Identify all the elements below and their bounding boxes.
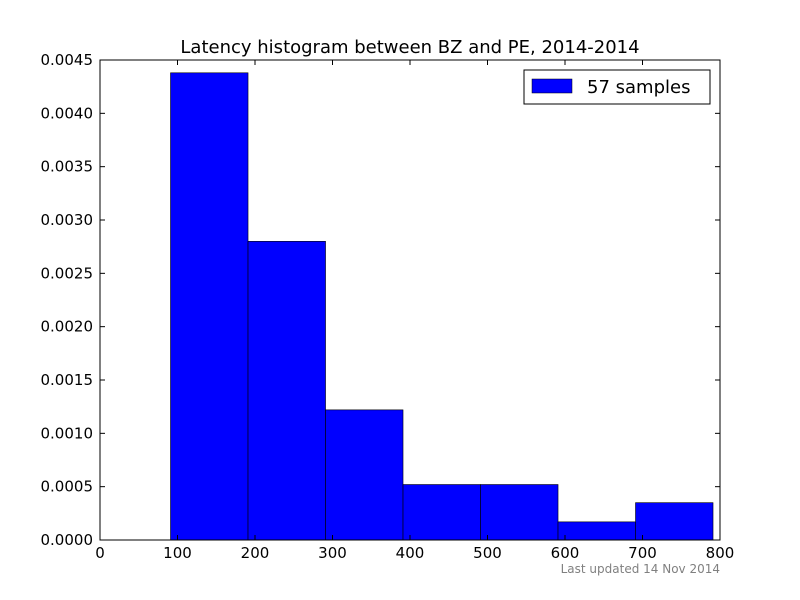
chart-title: Latency histogram between BZ and PE, 201… xyxy=(180,37,639,58)
x-tick-label: 0 xyxy=(95,544,105,562)
y-tick-label: 0.0045 xyxy=(41,51,94,69)
y-tick-label: 0.0020 xyxy=(41,318,94,336)
last-updated-note: Last updated 14 Nov 2014 xyxy=(560,562,720,576)
x-tick-label: 700 xyxy=(628,544,657,562)
x-tick-label: 300 xyxy=(318,544,347,562)
histogram-bar-4 xyxy=(402,484,481,541)
y-tick-label: 0.0010 xyxy=(41,424,94,442)
histogram-bar-3 xyxy=(325,409,404,541)
legend: 57 samples xyxy=(523,69,711,105)
bars-layer xyxy=(170,72,714,541)
histogram-bar-7 xyxy=(635,502,714,541)
y-tick-label: 0.0030 xyxy=(41,211,94,229)
x-tick-label: 100 xyxy=(163,544,192,562)
x-tick-label: 500 xyxy=(473,544,502,562)
x-tick-label: 400 xyxy=(396,544,425,562)
x-tick-label: 600 xyxy=(551,544,580,562)
ticks-layer: 0 100 200 300 400 500 600 700 800 0.0000 0.0005 0.0… xyxy=(41,51,735,562)
y-tick-label: 0.0000 xyxy=(41,531,94,549)
y-tick-label: 0.0025 xyxy=(41,264,94,282)
histogram-bar-5 xyxy=(480,484,559,541)
y-tick-label: 0.0035 xyxy=(41,158,94,176)
y-tick-label: 0.0040 xyxy=(41,104,94,122)
x-tick-label: 200 xyxy=(241,544,270,562)
legend-swatch xyxy=(531,78,573,94)
legend-label: 57 samples xyxy=(587,77,690,98)
histogram-bar-2 xyxy=(247,241,326,541)
histogram-bar-6 xyxy=(557,521,636,541)
histogram-bar-1 xyxy=(170,72,249,541)
y-tick-label: 0.0005 xyxy=(41,478,94,496)
y-tick-label: 0.0015 xyxy=(41,371,94,389)
x-tick-label: 800 xyxy=(706,544,735,562)
